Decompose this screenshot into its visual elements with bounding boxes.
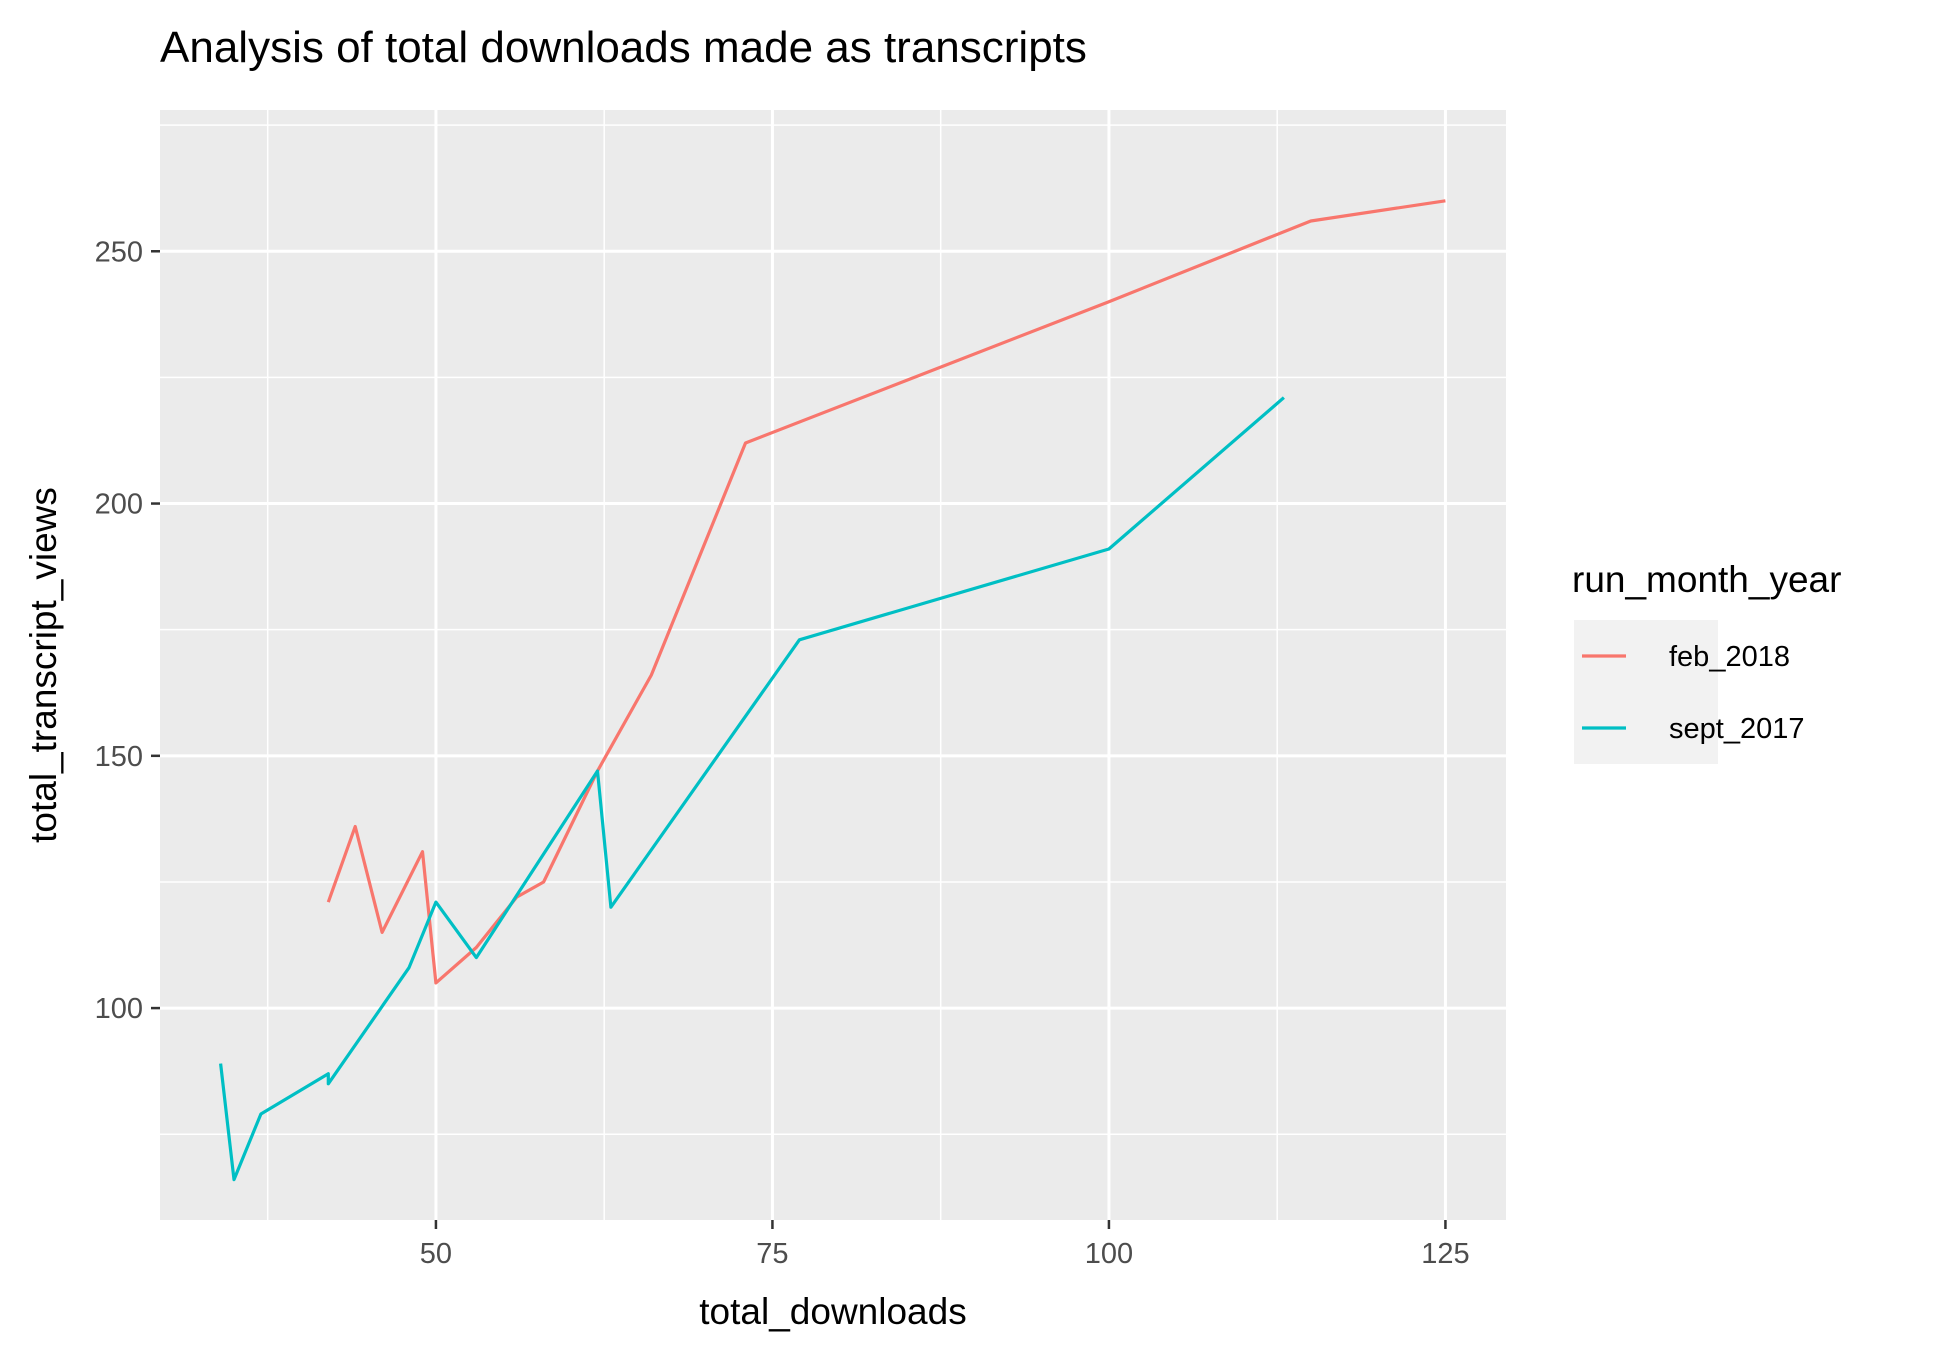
x-tick-label: 50: [420, 1238, 452, 1270]
major-gridlines: [160, 110, 1506, 1220]
minor-gridlines: [160, 110, 1506, 1220]
x-tick-label: 125: [1421, 1238, 1469, 1270]
x-tick-label: 100: [1085, 1238, 1133, 1270]
plot-panel: [160, 110, 1506, 1220]
legend: run_month_year feb_2018 sept_2017: [1572, 559, 1841, 764]
y-tick-label: 150: [95, 741, 143, 773]
legend-title: run_month_year: [1572, 559, 1841, 600]
series-lines: [219, 199, 1446, 1182]
x-axis-title: total_downloads: [699, 1291, 966, 1332]
y-axis-title: total_transcript_views: [23, 487, 64, 843]
y-tick-label: 200: [95, 489, 143, 521]
y-tick-label: 100: [95, 993, 143, 1025]
chart-title: Analysis of total downloads made as tran…: [160, 23, 1087, 72]
series-line-feb-2018: [326, 199, 1446, 985]
x-tick-label: 75: [756, 1238, 788, 1270]
legend-label-sept-2017: sept_2017: [1669, 713, 1804, 745]
x-axis-ticks: 50 75 100 125: [420, 1220, 1470, 1270]
legend-label-feb-2018: feb_2018: [1669, 641, 1790, 673]
y-axis-ticks: 100 150 200 250: [95, 236, 160, 1025]
legend-key-background: [1574, 620, 1718, 764]
y-tick-label: 250: [95, 236, 143, 268]
series-line-sept-2017: [219, 396, 1285, 1182]
